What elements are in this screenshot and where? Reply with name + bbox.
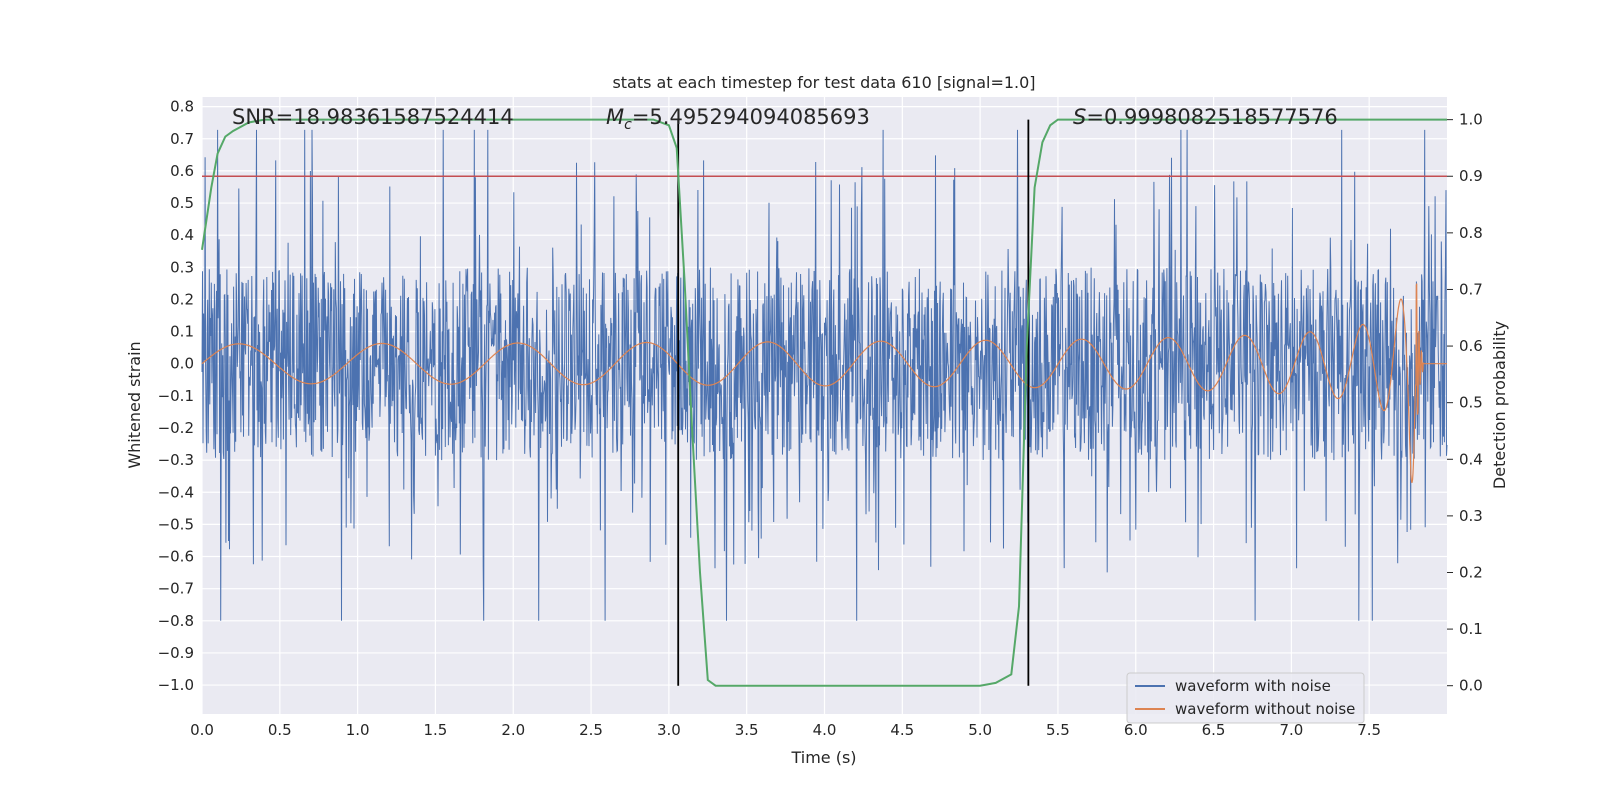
x-axis-label: Time (s) xyxy=(790,748,856,767)
y-right-axis-label: Detection probability xyxy=(1490,321,1509,489)
y-tick-label: 0.8 xyxy=(170,98,194,116)
y-tick-label: −0.6 xyxy=(158,548,194,566)
chirp-mass-value: =5.495294094085693 xyxy=(632,105,870,129)
chirp-mass-symbol: M xyxy=(606,105,624,129)
score-annotation: S=0.9998082518577576 xyxy=(1073,105,1338,129)
x-tick-label: 1.5 xyxy=(424,721,448,739)
chirp-mass-annotation: Mc=5.495294094085693 xyxy=(606,105,870,133)
y-right-tick-label: 0.3 xyxy=(1459,507,1483,525)
y-tick-label: −0.4 xyxy=(158,483,194,501)
x-tick-label: 6.0 xyxy=(1124,721,1148,739)
y-right-tick-label: 0.7 xyxy=(1459,280,1483,298)
y-tick-label: −0.9 xyxy=(158,644,194,662)
x-tick-label: 5.5 xyxy=(1046,721,1070,739)
y-tick-label: −1.0 xyxy=(158,676,194,694)
y-tick-label: −0.3 xyxy=(158,451,194,469)
y-tick-label: 0.4 xyxy=(170,226,194,244)
y-tick-label: −0.2 xyxy=(158,419,194,437)
legend-box xyxy=(1126,672,1365,724)
x-tick-label: 4.5 xyxy=(890,721,914,739)
y-right-tick-label: 0.2 xyxy=(1459,563,1483,581)
legend: waveform with noise waveform without noi… xyxy=(1126,672,1365,724)
x-tick-label: 0.5 xyxy=(268,721,292,739)
series-noise-line xyxy=(201,129,1448,621)
detection-probability-line xyxy=(201,118,1447,687)
series-layer xyxy=(201,129,1448,621)
x-tick-label: 7.0 xyxy=(1279,721,1303,739)
x-tick-label: 3.5 xyxy=(735,721,759,739)
y-tick-label: 0.2 xyxy=(170,290,194,308)
y-right-tick-label: 0.0 xyxy=(1459,677,1483,695)
y-tick-label: 0.6 xyxy=(170,162,194,180)
y-right-tick-label: 0.8 xyxy=(1459,224,1483,242)
y-right-tick-label: 0.9 xyxy=(1459,167,1483,185)
y-right-tick-label: 0.1 xyxy=(1459,620,1483,638)
y-tick-label: −0.7 xyxy=(158,580,194,598)
y-tick-label: 0.5 xyxy=(170,194,194,212)
x-tick-label: 2.0 xyxy=(501,721,525,739)
x-tick-label: 1.0 xyxy=(346,721,370,739)
snr-annotation: SNR=18.98361587524414 xyxy=(232,105,514,129)
chart-title: stats at each timestep for test data 610… xyxy=(612,73,1035,92)
y-right-tick-label: 0.4 xyxy=(1459,450,1483,468)
y-right-tick-label: 0.5 xyxy=(1459,394,1483,412)
y-tick-label: −0.8 xyxy=(158,612,194,630)
probability-layer xyxy=(201,118,1447,687)
legend-label-clean: waveform without noise xyxy=(1175,700,1355,718)
y-axis-label: Whitened strain xyxy=(125,341,144,468)
x-tick-label: 7.5 xyxy=(1357,721,1381,739)
y-tick-label: 0.1 xyxy=(170,323,194,341)
x-tick-label: 6.5 xyxy=(1202,721,1226,739)
legend-label-noise: waveform with noise xyxy=(1175,677,1331,695)
y-right-tick-label: 0.6 xyxy=(1459,337,1483,355)
x-tick-label: 2.5 xyxy=(579,721,603,739)
y-tick-label: −0.1 xyxy=(158,387,194,405)
score-value: =0.9998082518577576 xyxy=(1086,105,1337,129)
score-symbol: S xyxy=(1073,105,1086,129)
ticks: 0.0 0.5 1.0 1.5 2.0 2.5 3.0 3.5 4.0 4.5 5.0 5.5 6.0 6… xyxy=(158,98,1483,739)
y-tick-label: 0.7 xyxy=(170,130,194,148)
y-tick-label: 0.3 xyxy=(170,258,194,276)
y-tick-label: 0.0 xyxy=(170,355,194,373)
series-clean-line xyxy=(201,283,1447,483)
y-tick-label: −0.5 xyxy=(158,515,194,533)
x-tick-label: 4.0 xyxy=(813,721,837,739)
y-right-tick-label: 1.0 xyxy=(1459,111,1483,129)
x-tick-label: 0.0 xyxy=(190,721,214,739)
x-tick-label: 3.0 xyxy=(657,721,681,739)
chirp-mass-subscript: c xyxy=(624,117,632,133)
x-tick-label: 5.0 xyxy=(968,721,992,739)
